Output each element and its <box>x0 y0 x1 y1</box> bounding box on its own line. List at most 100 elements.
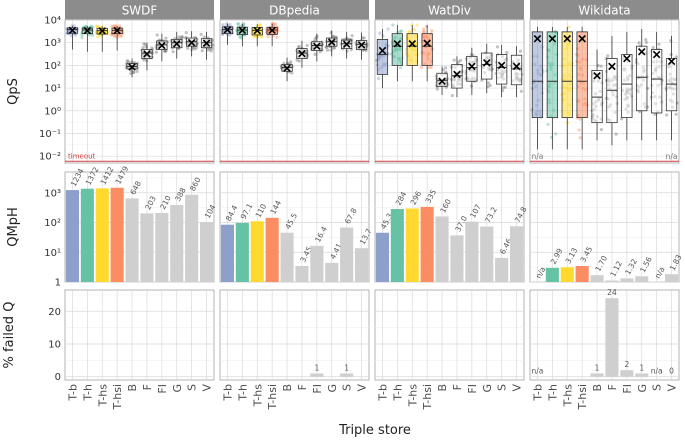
y-tick-label: 10⁰ <box>44 106 61 117</box>
mean-marker <box>578 34 586 43</box>
x-tick-label-t-hs: T-hs <box>251 384 264 408</box>
data-point <box>567 25 571 29</box>
bar-t-h <box>80 188 94 282</box>
data-point <box>228 33 232 37</box>
bar-t-b <box>65 190 80 282</box>
mean-marker <box>113 26 121 35</box>
box-s <box>651 49 663 114</box>
data-point <box>458 58 463 63</box>
data-point <box>435 87 439 91</box>
mean-marker <box>468 62 476 71</box>
bar-t-h <box>545 267 559 282</box>
facet-title-wikidata: Wikidata <box>578 4 630 18</box>
facet-strip-dbpedia <box>220 0 369 20</box>
data-point <box>95 25 100 29</box>
box-t-hs <box>406 33 418 66</box>
data-point <box>606 54 610 58</box>
data-point <box>519 89 523 93</box>
panel-qps-watdiv <box>374 19 525 164</box>
box-t-h <box>391 33 403 66</box>
bar-f <box>605 298 619 377</box>
data-point <box>177 35 181 39</box>
data-point <box>314 36 318 40</box>
bar-b <box>590 373 604 377</box>
data-point <box>242 22 246 27</box>
data-point <box>501 86 506 90</box>
mean-marker <box>652 50 661 59</box>
panel-qps-dbpedia <box>219 19 370 164</box>
box-fi <box>621 54 633 119</box>
data-point <box>657 42 661 46</box>
panel-background <box>219 289 370 381</box>
data-point <box>325 48 330 52</box>
panel-qps-swdf: timeout <box>64 19 215 164</box>
x-tick-label-t-b: T-b <box>221 384 234 402</box>
panel-failedq-watdiv <box>374 289 525 381</box>
data-point <box>271 22 275 26</box>
data-point <box>386 27 390 31</box>
data-point <box>546 122 550 127</box>
data-point <box>421 27 426 31</box>
data-point <box>578 136 582 140</box>
data-point <box>674 112 678 116</box>
x-tick-label-f: F <box>606 384 619 390</box>
data-point <box>456 60 461 64</box>
x-tick-label-b: B <box>591 384 604 392</box>
data-point <box>132 70 136 75</box>
mean-marker <box>83 26 92 35</box>
data-point <box>578 117 582 121</box>
bar-s <box>495 257 509 282</box>
y-tick-label: 10² <box>44 218 61 229</box>
data-point <box>599 64 603 68</box>
data-point <box>238 34 242 38</box>
x-tick-label-s: S <box>186 384 199 391</box>
data-point <box>143 42 147 47</box>
mean-marker <box>548 34 557 43</box>
data-point <box>184 31 188 35</box>
data-point <box>163 49 167 54</box>
data-point <box>91 33 95 37</box>
data-point <box>651 46 655 50</box>
mean-marker <box>313 42 321 50</box>
data-point <box>274 22 278 27</box>
bar-v <box>509 226 524 282</box>
bar-t-hs <box>560 267 574 282</box>
y-tick-label: 10² <box>44 61 61 72</box>
bar-f <box>605 280 619 282</box>
y-tick-label: 10⁻² <box>39 152 61 163</box>
bar-s <box>340 373 354 377</box>
data-point <box>407 30 412 34</box>
data-point <box>155 33 159 37</box>
data-point <box>637 41 641 45</box>
bar-value-label: n/a <box>651 367 663 376</box>
data-point <box>518 49 523 53</box>
bar-t-b <box>375 232 390 282</box>
y-axis-title-failedq: % failed Q <box>2 302 17 369</box>
bar-g <box>325 262 339 282</box>
data-point <box>241 22 246 26</box>
data-point <box>180 35 184 40</box>
mean-marker <box>202 39 211 47</box>
box-v <box>510 54 523 86</box>
data-point <box>345 49 349 53</box>
data-point <box>413 28 417 32</box>
bar-g <box>170 205 184 282</box>
mean-marker <box>68 26 77 35</box>
data-point <box>505 50 509 55</box>
data-point <box>272 22 276 26</box>
data-point <box>290 71 294 75</box>
data-point <box>112 24 116 28</box>
data-point <box>398 29 403 34</box>
bar-t-hs <box>95 188 109 282</box>
data-point <box>488 83 492 88</box>
mean-marker <box>497 61 506 70</box>
bar-t-hsi <box>420 206 434 282</box>
data-point <box>236 22 240 26</box>
data-point <box>554 132 558 136</box>
data-point <box>399 29 404 33</box>
box-fi <box>466 55 478 82</box>
mean-marker <box>327 38 336 46</box>
